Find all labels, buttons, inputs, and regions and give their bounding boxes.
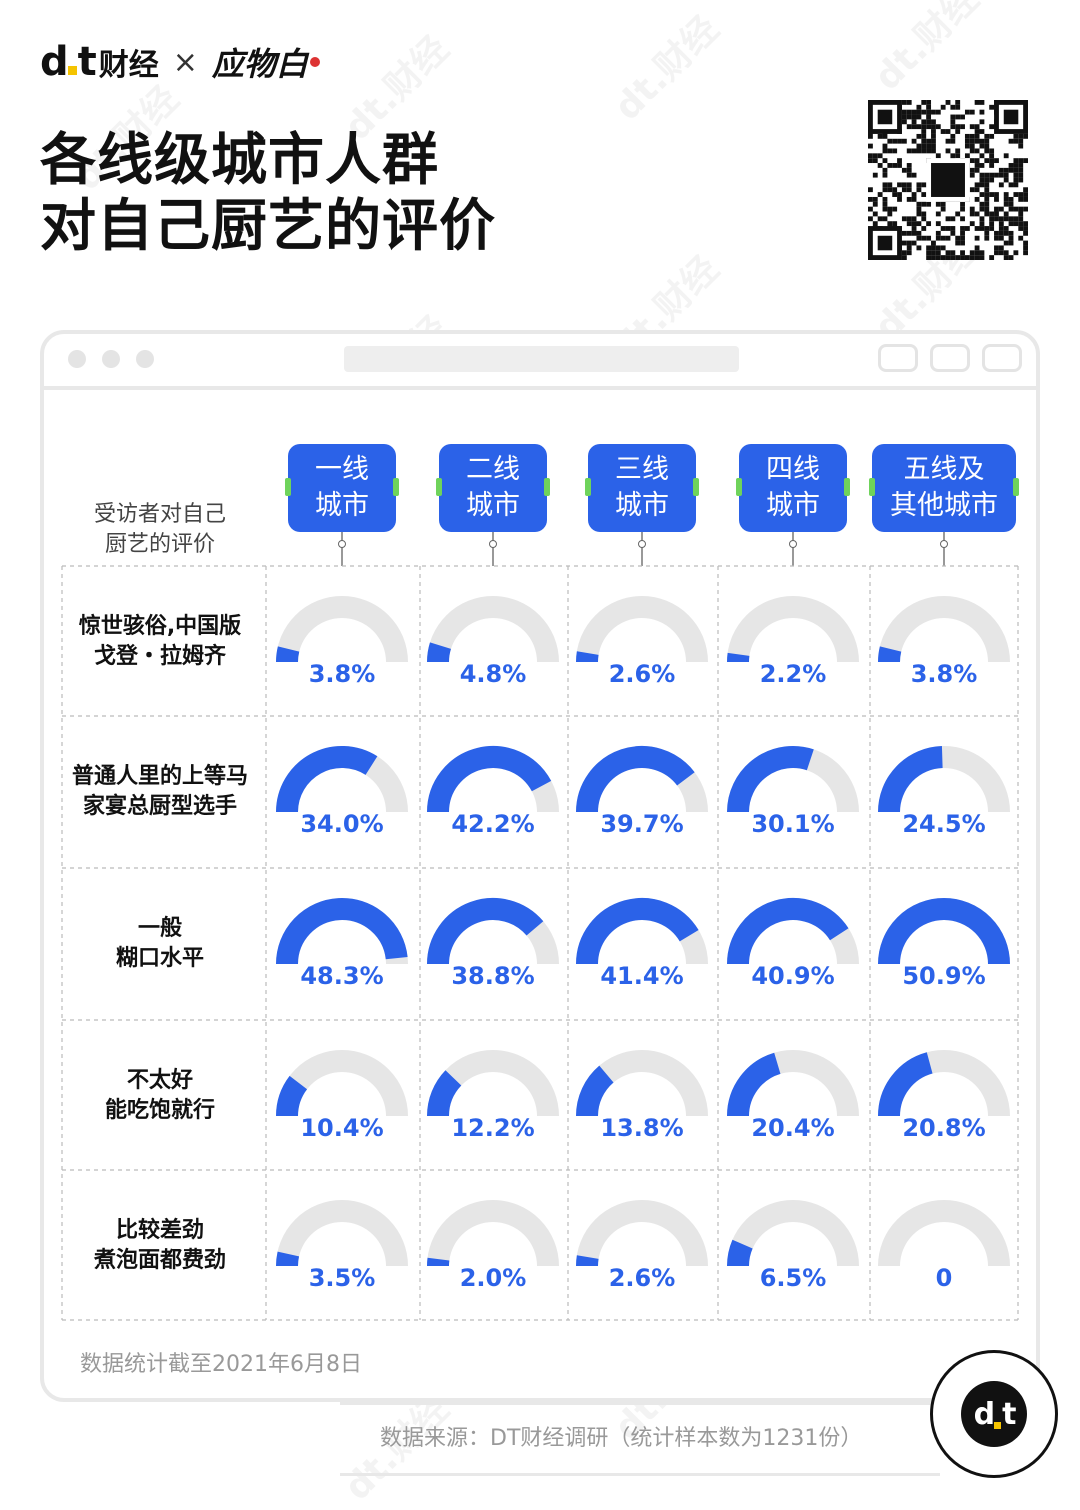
gauge-fill (738, 909, 839, 964)
gauge-value-label: 13.8% (600, 1114, 683, 1142)
gauge-value-label: 42.2% (451, 810, 534, 838)
gauge-fill (287, 757, 371, 812)
gauge-fill (287, 1083, 298, 1116)
gauge-fill (889, 1063, 930, 1116)
gauge-fill (287, 909, 397, 964)
data-source: 数据来源：DT财经调研（统计样本数为1231份） (380, 1420, 862, 1452)
gauge-fill (889, 649, 891, 662)
gauge-track (738, 1211, 848, 1266)
gauge-track (587, 1211, 697, 1266)
gauge-value-label: 10.4% (300, 1114, 383, 1142)
gauge-value-label: 41.4% (600, 962, 683, 990)
gauge-fill (438, 757, 542, 812)
gauge-track (889, 607, 999, 662)
gauge-value-label: 12.2% (451, 1114, 534, 1142)
gauge-value-label: 50.9% (902, 962, 985, 990)
gauge-value-label: 20.4% (751, 1114, 834, 1142)
gauge-fill (287, 1254, 288, 1266)
gauge-value-label: 3.5% (309, 1264, 376, 1292)
gauge-fill (738, 1063, 777, 1116)
gauge-fill (738, 757, 810, 812)
gauge-fill (587, 757, 686, 812)
gauge-value-label: 20.8% (902, 1114, 985, 1142)
gauge-fill (587, 653, 588, 662)
gauge-track (438, 607, 548, 662)
gauge-fill (587, 909, 689, 964)
gauge-value-label: 48.3% (300, 962, 383, 990)
gauge-value-label: 40.9% (751, 962, 834, 990)
gauge-value-label: 3.8% (309, 660, 376, 688)
gauge-track (587, 607, 697, 662)
gauge-track (287, 1211, 397, 1266)
gauge-value-label: 24.5% (902, 810, 985, 838)
gauge-fill (587, 1257, 588, 1266)
gauge-value-label: 4.8% (460, 660, 527, 688)
gauge-fill (738, 1244, 743, 1266)
gauge-track (438, 1211, 548, 1266)
gauge-fill (889, 757, 942, 812)
gauge-fill (287, 649, 289, 662)
gauge-track (287, 607, 397, 662)
gauge-fill (438, 646, 440, 662)
gauge-value-label: 30.1% (751, 810, 834, 838)
gauge-value-label: 3.8% (911, 660, 978, 688)
data-cutoff-note: 数据统计截至2021年6月8日 (80, 1346, 362, 1378)
gauge-fill (438, 909, 535, 964)
gauge-fill (889, 909, 999, 964)
gauge-track (889, 1211, 999, 1266)
gauge-value-label: 6.5% (760, 1264, 827, 1292)
gauge-fill (587, 1074, 606, 1116)
gauge-value-label: 0 (936, 1264, 953, 1292)
gauge-value-label: 2.0% (460, 1264, 527, 1292)
gauge-value-label: 34.0% (300, 810, 383, 838)
gauge-fill (738, 654, 739, 662)
gauge-value-label: 2.6% (609, 660, 676, 688)
gauge-value-label: 2.2% (760, 660, 827, 688)
gauge-value-label: 39.7% (600, 810, 683, 838)
gauge-fill (438, 1078, 453, 1116)
gauge-track (738, 607, 848, 662)
gauge-value-label: 2.6% (609, 1264, 676, 1292)
gauge-value-label: 38.8% (451, 962, 534, 990)
